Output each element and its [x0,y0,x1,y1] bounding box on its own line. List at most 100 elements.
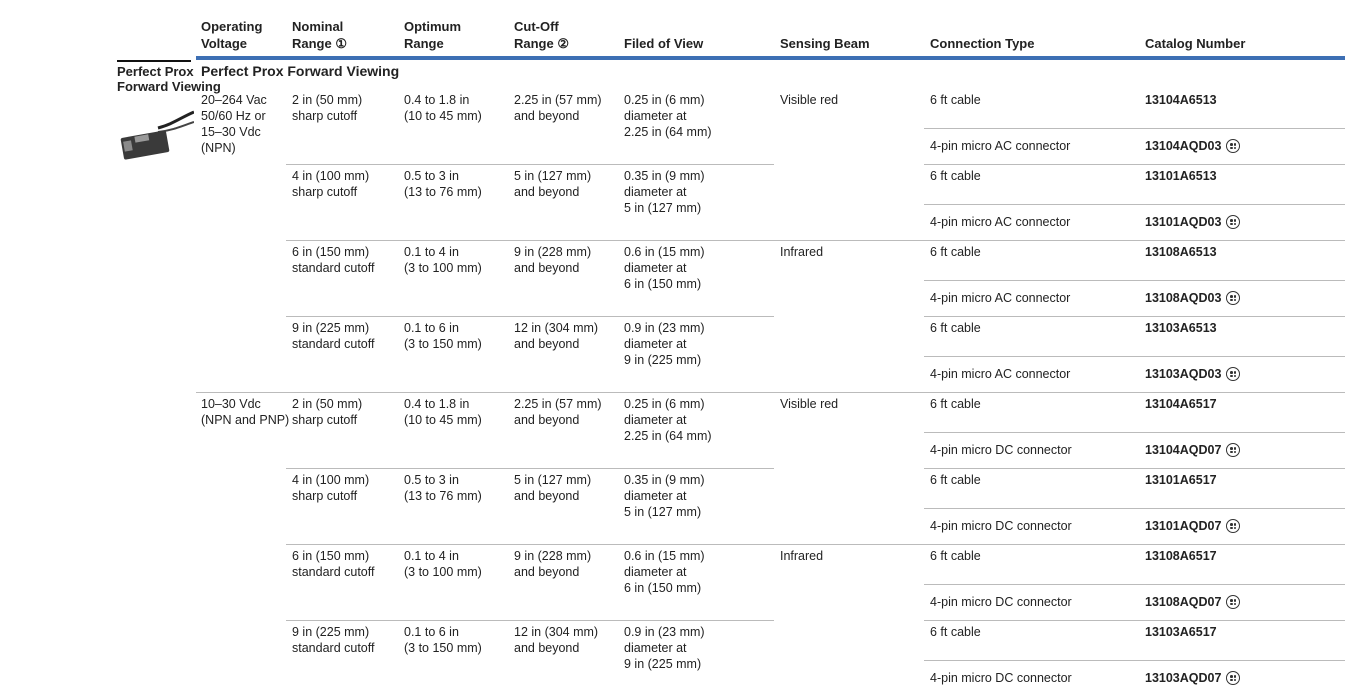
cutoff: and beyond [514,261,580,275]
cutoff: 2.25 in (57 mm) [514,93,602,107]
field: diameter at [624,489,687,503]
catalog-number: 13101AQD07 [1145,519,1222,533]
catalog-number: 13104A6513 [1145,93,1217,107]
cutoff: 5 in (127 mm) [514,169,592,183]
connector-icon [1226,367,1240,381]
optimum: 0.1 to 4 in [404,245,459,259]
column-header: Nominal [292,19,344,34]
row-divider [924,508,1345,509]
row-divider [924,316,1345,317]
connection-type: 6 ft cable [930,397,981,411]
row-divider [924,660,1345,661]
section-title: Perfect Prox Forward Viewing [201,63,400,79]
nominal: 4 in (100 mm) [292,169,370,183]
voltage: 50/60 Hz or [201,109,266,123]
nominal: 6 in (150 mm) [292,245,370,259]
catalog-number: 13108AQD03 [1145,291,1222,305]
field: diameter at [624,185,687,199]
row-divider [924,620,1345,621]
connection-type: 4-pin micro AC connector [930,215,1071,229]
nominal: sharp cutoff [292,109,358,123]
nominal: 4 in (100 mm) [292,473,370,487]
row-divider [286,316,774,317]
catalog-number: 13104A6517 [1145,397,1217,411]
cutoff: and beyond [514,337,580,351]
connector-icon [1226,595,1240,609]
side-rule [117,60,191,62]
connection-type: 6 ft cable [930,321,981,335]
catalog-number: 13101A6517 [1145,473,1217,487]
nominal: sharp cutoff [292,489,358,503]
product-image [120,110,194,160]
field: 6 in (150 mm) [624,581,702,595]
connection-type: 6 ft cable [930,549,981,563]
connection-type: 4-pin micro DC connector [930,519,1072,533]
column-header: Range ② [514,36,569,51]
connector-icon [1226,139,1240,153]
connection-type: 4-pin micro AC connector [930,291,1071,305]
optimum: (3 to 100 mm) [404,261,482,275]
row-divider [924,392,1345,393]
nominal: sharp cutoff [292,185,358,199]
catalog-number: 13104AQD03 [1145,139,1222,153]
connector-icon [1226,671,1240,685]
catalog-number: 13108A6517 [1145,549,1217,563]
row-divider [924,544,1345,545]
column-header: Catalog Number [1145,36,1246,51]
field: diameter at [624,641,687,655]
cutoff: and beyond [514,489,580,503]
nominal: 9 in (225 mm) [292,625,370,639]
catalog-number: 13104AQD07 [1145,443,1222,457]
nominal: sharp cutoff [292,413,358,427]
nominal: standard cutoff [292,261,375,275]
field: diameter at [624,565,687,579]
field: 6 in (150 mm) [624,277,702,291]
nominal: 6 in (150 mm) [292,549,370,563]
cutoff: and beyond [514,641,580,655]
connection-type: 4-pin micro AC connector [930,367,1071,381]
field: 0.25 in (6 mm) [624,93,705,107]
voltage: (NPN) [201,141,236,155]
connector-icon [1226,291,1240,305]
field: 9 in (225 mm) [624,353,702,367]
column-header: Range ① [292,36,347,51]
field: 0.9 in (23 mm) [624,625,705,639]
cutoff: and beyond [514,185,580,199]
optimum: 0.1 to 6 in [404,625,459,639]
field: diameter at [624,261,687,275]
optimum: (3 to 100 mm) [404,565,482,579]
cutoff: 12 in (304 mm) [514,321,599,335]
optimum: (3 to 150 mm) [404,641,482,655]
catalog-number: 13101AQD03 [1145,215,1222,229]
row-divider [924,240,1345,241]
connector-icon [1226,519,1240,533]
row-divider [924,432,1345,433]
row-divider [924,468,1345,469]
optimum: (3 to 150 mm) [404,337,482,351]
row-divider [924,204,1345,205]
header-rule [196,56,1345,60]
nominal: 2 in (50 mm) [292,93,363,107]
field: 0.6 in (15 mm) [624,245,705,259]
row-divider [286,392,774,393]
field: 5 in (127 mm) [624,505,702,519]
row-divider [286,468,774,469]
side-label-line: Perfect Prox [117,64,194,79]
field: 0.35 in (9 mm) [624,473,705,487]
row-divider [196,392,286,393]
connection-type: 6 ft cable [930,245,981,259]
connection-type: 6 ft cable [930,93,981,107]
row-divider [286,544,774,545]
sensing-beam: Infrared [780,549,824,563]
field: 0.9 in (23 mm) [624,321,705,335]
optimum: (10 to 45 mm) [404,109,482,123]
column-header: Operating [201,19,263,34]
column-header: Cut-Off [514,19,559,34]
cutoff: 12 in (304 mm) [514,625,599,639]
row-divider [286,164,774,165]
nominal: standard cutoff [292,641,375,655]
cutoff: 2.25 in (57 mm) [514,397,602,411]
field: 5 in (127 mm) [624,201,702,215]
catalog-number: 13103AQD07 [1145,671,1222,685]
